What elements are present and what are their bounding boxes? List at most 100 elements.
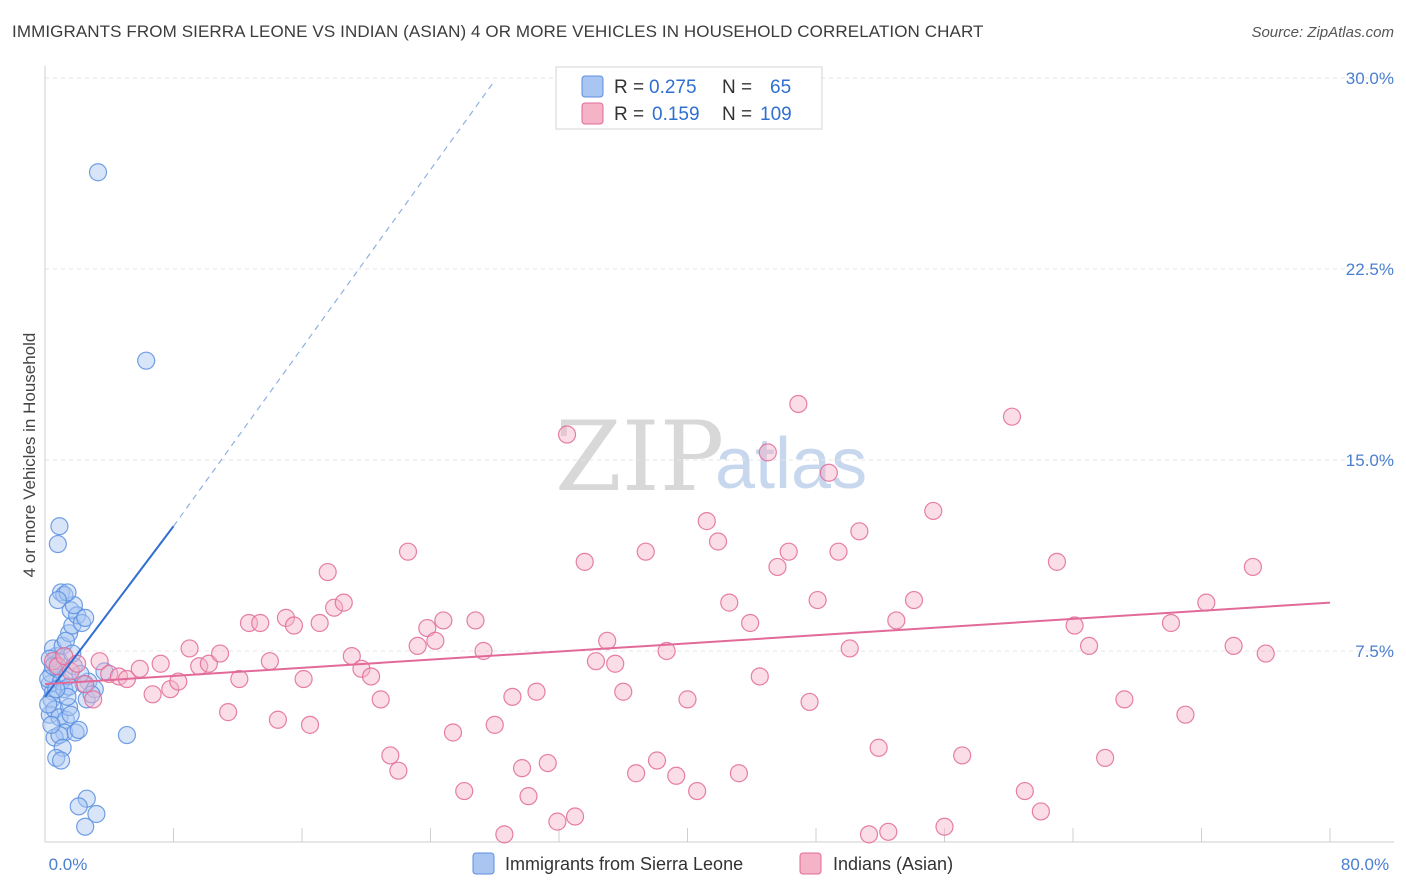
point-indians-84 <box>829 542 848 561</box>
point-indians-6 <box>84 690 103 709</box>
point-indians-56 <box>548 812 567 831</box>
data-points <box>39 163 1275 844</box>
point-sierra-leone-20 <box>76 608 95 627</box>
point-indians-18 <box>199 654 218 673</box>
point-sierra-leone-40 <box>42 715 61 734</box>
point-sierra-leone-19 <box>72 613 92 633</box>
grid-lines <box>45 77 1394 652</box>
point-indians-54 <box>527 682 546 701</box>
point-indians-31 <box>318 562 337 582</box>
point-indians-95 <box>1002 407 1022 426</box>
point-indians-49 <box>485 715 504 734</box>
point-sierra-leone-50 <box>117 725 137 745</box>
point-indians-65 <box>636 542 655 561</box>
y-tick-labels: 7.5% 15.0% 22.5% 30.0% <box>1346 69 1394 661</box>
point-sierra-leone-46 <box>50 517 69 536</box>
point-indians-78 <box>768 557 787 577</box>
point-indians-27 <box>284 616 304 635</box>
point-indians-15 <box>169 672 188 691</box>
point-indians-83 <box>819 463 838 482</box>
watermark-atlas: atlas <box>715 424 867 504</box>
point-indians-52 <box>512 759 532 778</box>
y-tick-label-2: 22.5% <box>1346 260 1394 279</box>
point-indians-55 <box>538 753 557 773</box>
point-indians-7 <box>90 652 109 671</box>
point-indians-94 <box>953 746 972 765</box>
series-legend: Immigrants from Sierra Leone Indians (As… <box>472 852 953 875</box>
point-indians-74 <box>729 764 749 783</box>
point-indians-36 <box>361 667 381 686</box>
point-indians-28 <box>294 669 313 689</box>
y-axis-label: 4 or more Vehicles in Household <box>20 333 39 578</box>
point-sierra-leone-53 <box>87 804 106 824</box>
point-indians-81 <box>800 692 819 712</box>
point-indians-61 <box>598 631 617 650</box>
point-indians-32 <box>325 598 344 617</box>
point-indians-0 <box>43 652 63 671</box>
point-indians-102 <box>1115 690 1134 709</box>
point-sierra-leone-47 <box>48 534 67 554</box>
point-sierra-leone-31 <box>61 705 80 724</box>
point-indians-24 <box>260 652 279 671</box>
point-indians-70 <box>688 781 707 801</box>
y-tick-label-1: 15.0% <box>1346 451 1394 470</box>
legend-r-label-2: R = <box>614 104 644 125</box>
point-indians-73 <box>720 593 739 612</box>
legend-r-label-1: R = <box>614 77 644 98</box>
point-indians-77 <box>758 443 777 462</box>
trend-lines <box>44 80 1331 698</box>
legend-n-label-1: N = <box>722 77 752 98</box>
point-indians-98 <box>1047 552 1067 571</box>
point-indians-85 <box>840 639 859 658</box>
point-indians-37 <box>371 690 390 709</box>
point-indians-82 <box>808 590 827 610</box>
point-indians-53 <box>519 787 538 806</box>
point-indians-86 <box>850 522 869 541</box>
point-indians-101 <box>1096 748 1115 768</box>
point-indians-38 <box>381 746 400 765</box>
point-indians-21 <box>230 669 249 689</box>
point-sierra-leone-38 <box>47 748 66 768</box>
point-indians-25 <box>268 710 288 729</box>
point-indians-43 <box>426 631 445 650</box>
series-swatch-sierra-leone <box>472 852 495 875</box>
point-indians-80 <box>789 394 808 414</box>
legend-swatch-pink <box>581 102 604 125</box>
series-swatch-indians <box>799 852 822 875</box>
trend-line-sierra-leone <box>44 525 175 698</box>
point-indians-67 <box>657 641 676 661</box>
point-indians-88 <box>869 738 888 757</box>
legend-r-value-2: 0.159 <box>652 104 700 125</box>
series-label-indians: Indians (Asian) <box>833 854 953 874</box>
point-indians-71 <box>697 512 716 531</box>
point-indians-30 <box>310 613 329 633</box>
point-sierra-leone-59 <box>43 657 63 676</box>
point-indians-100 <box>1079 636 1099 656</box>
point-indians-60 <box>586 652 606 671</box>
point-indians-105 <box>1197 593 1216 612</box>
point-indians-62 <box>606 654 625 673</box>
point-indians-11 <box>130 659 149 678</box>
chart-title: IMMIGRANTS FROM SIERRA LEONE VS INDIAN (… <box>12 22 984 41</box>
point-indians-108 <box>1256 644 1275 663</box>
point-sierra-leone-39 <box>51 751 71 770</box>
point-indians-99 <box>1065 616 1084 635</box>
trend-extension-sierra-leone <box>173 80 496 527</box>
point-indians-72 <box>708 532 728 551</box>
point-indians-104 <box>1176 705 1195 724</box>
point-sierra-leone-48 <box>88 163 108 182</box>
point-indians-13 <box>151 654 170 673</box>
point-indians-50 <box>495 825 514 844</box>
point-indians-33 <box>334 593 353 612</box>
point-indians-63 <box>614 682 633 701</box>
point-indians-59 <box>575 552 594 571</box>
point-indians-46 <box>455 781 474 801</box>
point-indians-97 <box>1031 802 1050 821</box>
point-indians-93 <box>935 817 954 836</box>
stats-legend: R = 0.275 N = 65 R = 0.159 N = 109 <box>555 66 823 130</box>
point-indians-44 <box>434 611 453 630</box>
point-indians-16 <box>180 639 199 658</box>
x-tick-label-min: 0.0% <box>49 855 88 874</box>
legend-n-value-1: 65 <box>770 77 791 98</box>
point-indians-41 <box>408 636 427 656</box>
